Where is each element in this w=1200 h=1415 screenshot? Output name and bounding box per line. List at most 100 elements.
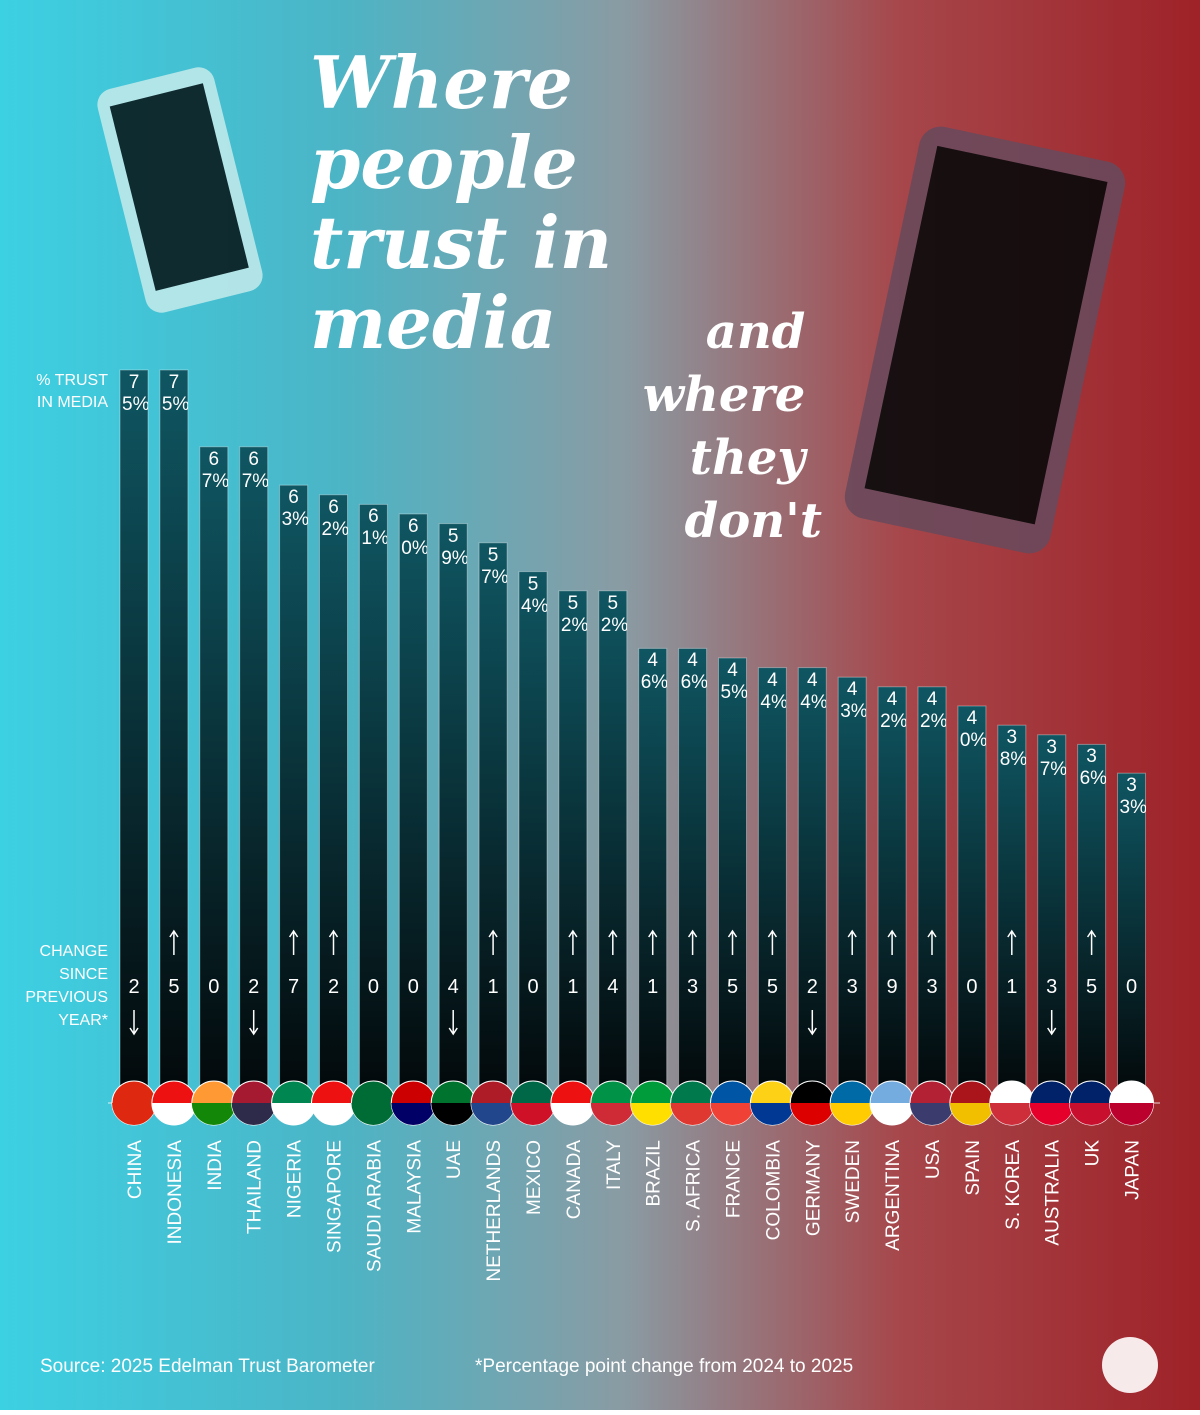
change-arrow [488, 929, 498, 955]
bar [319, 494, 348, 1091]
bar [159, 369, 189, 1091]
change-arrow [568, 929, 578, 955]
category-label: SAUDI ARABIA [364, 1140, 385, 1272]
flag-part [112, 1103, 156, 1125]
footnote: *Percentage point change from 2024 to 20… [475, 1356, 853, 1377]
change-label: 1 [1006, 976, 1017, 998]
value-label: 75% [122, 372, 148, 415]
category-label: ITALY [604, 1140, 625, 1190]
change-arrow [249, 1010, 259, 1036]
bar [917, 686, 947, 1091]
value-label-box: 67% [202, 449, 228, 492]
category-label: BRAZIL [644, 1140, 665, 1207]
flag-part [511, 1103, 555, 1125]
value-label: 52% [560, 592, 587, 636]
change-arrow [767, 929, 778, 955]
category-label: COLOMBIA [763, 1140, 784, 1241]
bar [398, 513, 428, 1091]
value-label-box: 37% [1040, 737, 1066, 780]
flag-part [1109, 1103, 1154, 1125]
change-arrow [1007, 929, 1017, 955]
change-label: 2 [807, 976, 818, 998]
flag-part [830, 1103, 875, 1125]
change-label: 0 [368, 976, 379, 998]
flag-part [750, 1103, 795, 1125]
change-label: 5 [168, 976, 179, 998]
value-label: 52% [600, 592, 627, 636]
change-label: 5 [1086, 976, 1097, 998]
bar [718, 657, 747, 1091]
category-label: THAILAND [245, 1140, 266, 1234]
change-label: 2 [248, 976, 259, 998]
category-label: INDONESIA [165, 1140, 186, 1245]
source: Source: 2025 Edelman Trust Barometer [40, 1356, 375, 1377]
value-label-box: 52% [560, 592, 587, 636]
flag-part [151, 1103, 196, 1125]
change-label: 4 [448, 976, 459, 998]
category-label: MALAYSIA [404, 1140, 425, 1234]
change-label: 5 [767, 976, 778, 998]
flag-part [431, 1103, 476, 1125]
flag-part [590, 1103, 635, 1125]
category-label: S. KOREA [1003, 1140, 1024, 1230]
bar [837, 676, 867, 1091]
value-label: 38% [999, 727, 1026, 771]
value-label-box: 52% [600, 592, 627, 636]
change-arrow [1047, 1010, 1057, 1036]
category-label: MEXICO [524, 1140, 545, 1215]
change-arrow [169, 929, 179, 955]
change-label: 3 [926, 976, 937, 998]
change-arrow [847, 929, 857, 955]
change-arrow [608, 929, 618, 955]
value-label-box: 59% [441, 526, 467, 569]
value-label: 43% [840, 679, 867, 723]
change-arrow [328, 929, 339, 955]
value-axis-label: % TRUST IN MEDIA [36, 372, 108, 411]
value-label: 54% [521, 573, 547, 617]
value-label-box: 44% [800, 670, 826, 713]
value-label-box: 62% [321, 496, 348, 540]
bar [598, 590, 628, 1091]
change-label: 5 [727, 976, 738, 998]
flag-part [949, 1103, 994, 1125]
value-label-box: 36% [1080, 746, 1106, 789]
category-label: FRANCE [724, 1140, 745, 1218]
value-label: 33% [1119, 775, 1146, 819]
change-label: 0 [1126, 976, 1137, 998]
value-label: 46% [680, 650, 707, 694]
category-label: GERMANY [803, 1140, 824, 1236]
flag-part [1069, 1103, 1114, 1125]
category-label: NIGERIA [285, 1140, 306, 1218]
change-label: 7 [288, 976, 299, 998]
category-label: SINGAPORE [325, 1140, 346, 1253]
subtitle-line: and where they don't [643, 304, 822, 549]
change-arrow [807, 1010, 817, 1036]
bar [558, 590, 588, 1091]
flag-part [710, 1103, 755, 1125]
category-label: USA [923, 1140, 944, 1179]
bar [279, 484, 309, 1091]
change-label: 1 [488, 976, 499, 998]
change-label: 0 [208, 976, 219, 998]
change-axis-label-text: CHANGE SINCE PREVIOUS YEAR* [25, 943, 108, 1029]
change-arrow [648, 929, 658, 955]
change-label: 4 [607, 976, 618, 998]
change-label: 9 [887, 976, 898, 998]
flag-part [989, 1103, 1034, 1125]
category-label: NETHERLANDS [484, 1140, 505, 1281]
change-label: 3 [847, 976, 858, 998]
value-label-box: 45% [721, 660, 747, 703]
change-arrow [288, 929, 299, 955]
bar [957, 705, 987, 1091]
value-label-box: 38% [999, 727, 1026, 771]
value-label: 46% [640, 650, 667, 694]
value-label: 40% [959, 708, 986, 751]
bar [478, 542, 508, 1091]
value-label: 62% [321, 496, 348, 540]
change-arrow [687, 929, 698, 955]
value-label-box: 44% [760, 670, 786, 713]
flag-part [910, 1103, 954, 1125]
bar [438, 523, 468, 1091]
change-arrow [1086, 929, 1097, 955]
category-label: S. AFRICA [684, 1140, 705, 1232]
